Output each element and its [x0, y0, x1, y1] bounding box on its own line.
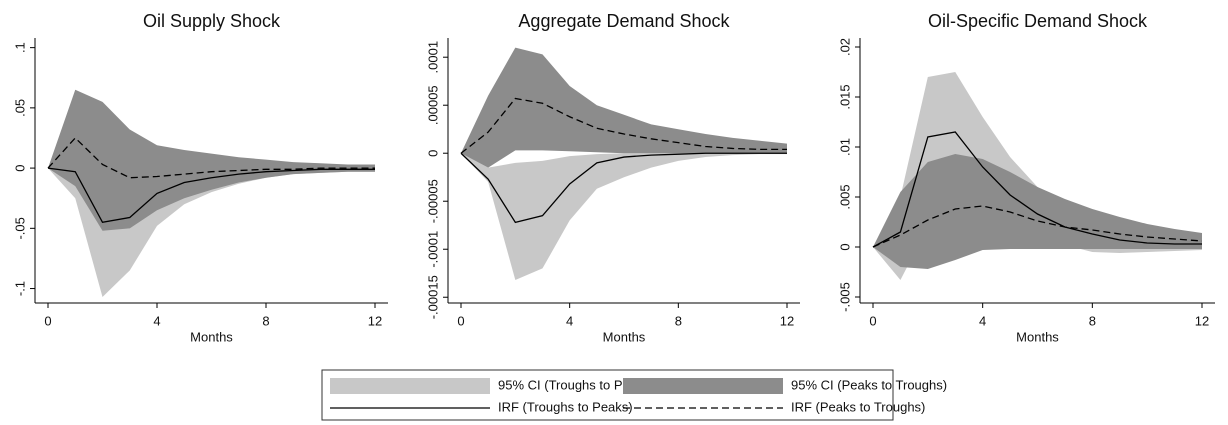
y-tick-label: .00005 [425, 85, 440, 125]
y-tick-label: 0 [425, 150, 440, 157]
y-tick-label: -.1 [12, 281, 27, 296]
x-axis-label: Months [603, 329, 646, 344]
x-axis-label: Months [190, 329, 233, 344]
irf-line [460, 97, 787, 154]
ci-band [461, 47, 787, 168]
ci-band [48, 89, 375, 231]
y-tick-label: -.00015 [425, 275, 440, 319]
legend-swatch [623, 378, 783, 394]
legend-swatch [330, 378, 490, 394]
y-tick-label: -.00005 [425, 179, 440, 223]
x-axis-label: Months [1016, 329, 1059, 344]
y-tick-label: .02 [837, 38, 852, 56]
y-tick-label: .015 [837, 84, 852, 109]
irf-line [872, 131, 1202, 248]
irf-line [460, 152, 787, 224]
y-tick-label: -.0001 [425, 231, 440, 268]
x-tick-label: 12 [368, 313, 382, 328]
x-tick-label: 0 [457, 313, 464, 328]
legend-label: IRF (Troughs to Peaks) [498, 399, 633, 414]
irf-line [47, 167, 375, 224]
x-tick-label: 4 [566, 313, 573, 328]
y-tick-label: -.05 [12, 217, 27, 239]
legend-label: 95% CI (Peaks to Troughs) [791, 377, 947, 392]
ci-band [461, 153, 787, 280]
y-tick-label: 0 [12, 164, 27, 171]
y-tick-label: .1 [12, 42, 27, 53]
y-tick-label: .01 [837, 138, 852, 156]
x-tick-label: 4 [979, 313, 986, 328]
y-tick-label: .0001 [425, 41, 440, 74]
y-tick-label: -.005 [837, 282, 852, 312]
legend-label: 95% CI (Troughs to Peaks) [498, 377, 654, 392]
chart-title: Aggregate Demand Shock [518, 11, 730, 31]
x-tick-label: 8 [675, 313, 682, 328]
x-tick-label: 12 [780, 313, 794, 328]
x-tick-label: 12 [1195, 313, 1209, 328]
x-tick-label: 8 [1089, 313, 1096, 328]
chart-title: Oil Supply Shock [143, 11, 281, 31]
chart-title: Oil-Specific Demand Shock [928, 11, 1148, 31]
y-tick-label: 0 [837, 243, 852, 250]
x-tick-label: 4 [153, 313, 160, 328]
legend-label: IRF (Peaks to Troughs) [791, 399, 925, 414]
y-tick-label: .05 [12, 99, 27, 117]
irf-line [47, 137, 375, 179]
x-tick-label: 0 [44, 313, 51, 328]
x-tick-label: 0 [869, 313, 876, 328]
irf-line [872, 205, 1203, 248]
x-tick-label: 8 [262, 313, 269, 328]
y-tick-label: .005 [837, 184, 852, 209]
